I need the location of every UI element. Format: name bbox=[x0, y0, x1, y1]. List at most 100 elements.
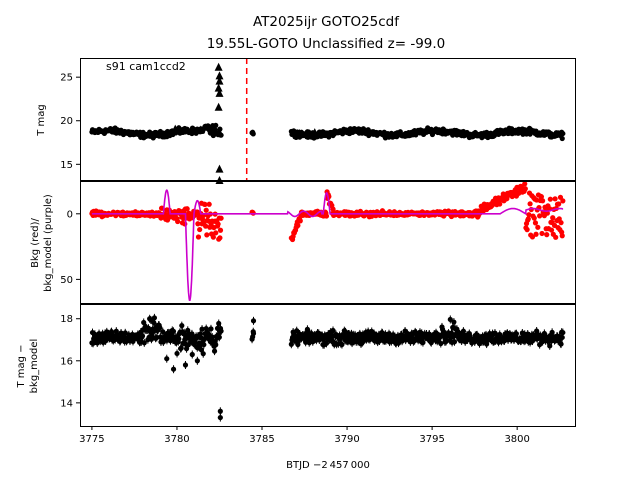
data-point bbox=[492, 330, 498, 336]
data-point bbox=[201, 342, 207, 348]
x-tick-label: 3780 bbox=[164, 434, 189, 445]
background-point bbox=[184, 206, 190, 212]
background-point bbox=[217, 227, 224, 233]
y-tick-label: 20 bbox=[60, 116, 73, 127]
panel-2-ylabel-line2: bkg_model (purple) bbox=[43, 194, 54, 292]
background-point bbox=[217, 235, 223, 241]
panel-2-ylabel-line1: Bkg (red)/ bbox=[30, 218, 41, 268]
background-point bbox=[539, 230, 545, 237]
background-point bbox=[553, 234, 559, 240]
data-point bbox=[209, 334, 215, 340]
background-point bbox=[550, 215, 556, 221]
background-point bbox=[295, 222, 301, 229]
data-point bbox=[513, 331, 519, 337]
background-point bbox=[203, 207, 209, 213]
data-point bbox=[295, 339, 301, 345]
data-point bbox=[218, 132, 224, 138]
data-point bbox=[182, 362, 189, 368]
background-point bbox=[527, 201, 533, 207]
background-point bbox=[548, 227, 555, 233]
upper-limit-marker bbox=[215, 164, 224, 173]
background-point bbox=[522, 186, 528, 192]
background-point bbox=[213, 230, 219, 236]
upper-limit-marker bbox=[215, 71, 224, 80]
background-point bbox=[544, 232, 550, 238]
background-point bbox=[533, 231, 539, 237]
background-point bbox=[524, 227, 530, 233]
data-point bbox=[497, 331, 503, 338]
data-point bbox=[438, 340, 444, 347]
panel-3-ylabel-line2: bkg_model bbox=[29, 339, 40, 394]
upper-limit-marker bbox=[295, 128, 304, 137]
background-point bbox=[531, 215, 537, 221]
data-point bbox=[213, 342, 219, 348]
data-point bbox=[213, 122, 219, 128]
y-tick-label: 15 bbox=[60, 160, 73, 171]
data-point bbox=[211, 348, 218, 354]
panel-1-ylabel: T mag bbox=[36, 104, 47, 137]
data-point bbox=[151, 320, 157, 326]
data-point bbox=[447, 316, 453, 323]
background-point bbox=[522, 181, 528, 187]
data-point bbox=[250, 330, 257, 337]
data-point bbox=[560, 130, 566, 137]
data-point bbox=[174, 350, 180, 357]
background-point bbox=[497, 201, 503, 207]
data-point bbox=[176, 336, 182, 342]
data-point bbox=[141, 340, 147, 346]
chart-title-line2: 19.55L-GOTO Unclassified z= -99.0 bbox=[207, 36, 446, 52]
panel-1-y-ticks: 15 20 25 bbox=[60, 73, 80, 171]
data-point bbox=[189, 351, 195, 358]
background-point bbox=[297, 218, 303, 224]
sector-camera-annotation: s91 cam1ccd2 bbox=[106, 60, 186, 73]
panel-2-frame bbox=[80, 181, 576, 304]
y-tick-label: 50 bbox=[60, 275, 73, 286]
data-point bbox=[451, 319, 457, 325]
background-point bbox=[538, 194, 545, 200]
background-point bbox=[218, 215, 224, 221]
x-axis-label: BTJD −2 457 000 bbox=[286, 460, 370, 471]
x-tick-label: 3775 bbox=[79, 434, 104, 445]
data-point bbox=[179, 323, 185, 329]
x-tick-label: 3800 bbox=[504, 434, 529, 445]
y-tick-label: 0 bbox=[67, 209, 73, 220]
x-axis-ticks: 3775 3780 3785 3790 3795 3800 bbox=[79, 426, 530, 445]
background-point bbox=[525, 216, 531, 222]
data-point bbox=[218, 328, 224, 334]
data-point bbox=[157, 324, 163, 331]
data-point bbox=[420, 339, 426, 346]
chart-title-line1: AT2025ijr GOTO25cdf bbox=[253, 14, 400, 30]
panel-background: 0 50 Bkg (red)/ bkg_model (purple) bbox=[30, 181, 576, 304]
background-point bbox=[547, 196, 553, 202]
data-point bbox=[330, 327, 336, 334]
background-point bbox=[535, 224, 541, 230]
background-point bbox=[202, 201, 208, 208]
data-point bbox=[151, 315, 158, 321]
data-point bbox=[208, 326, 214, 332]
data-point bbox=[288, 341, 294, 347]
data-point bbox=[200, 351, 206, 357]
data-point bbox=[164, 356, 170, 362]
upper-limit-marker bbox=[310, 128, 319, 137]
data-point bbox=[199, 326, 205, 332]
panel-1-frame bbox=[80, 58, 576, 181]
panel-2-y-ticks: 0 50 bbox=[60, 209, 80, 286]
panel-3-data bbox=[89, 313, 566, 422]
background-point bbox=[532, 220, 539, 226]
panel-t-mag: 15 20 25 s91 cam1ccd2 T mag bbox=[36, 58, 576, 184]
x-tick-label: 3785 bbox=[249, 434, 274, 445]
background-point bbox=[552, 196, 558, 202]
background-point bbox=[323, 213, 330, 219]
panel-3-y-ticks: 14 16 18 bbox=[60, 314, 80, 409]
x-tick-label: 3795 bbox=[419, 434, 444, 445]
data-point bbox=[170, 328, 177, 334]
background-point bbox=[558, 220, 564, 226]
background-point bbox=[204, 232, 210, 238]
background-point bbox=[195, 221, 201, 227]
data-point bbox=[217, 408, 223, 414]
data-point bbox=[217, 414, 223, 421]
upper-limit-marker bbox=[196, 125, 205, 134]
y-tick-label: 14 bbox=[60, 398, 73, 409]
data-point bbox=[559, 334, 565, 341]
